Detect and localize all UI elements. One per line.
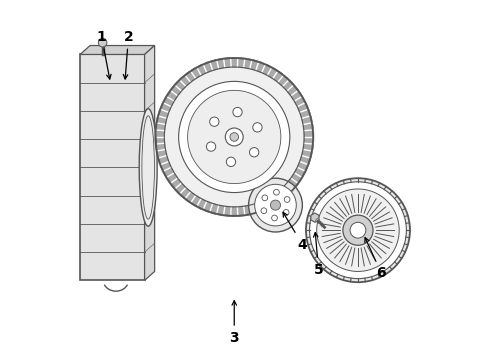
Text: 4: 4 — [283, 212, 307, 252]
Circle shape — [98, 39, 107, 47]
Polygon shape — [311, 213, 319, 222]
Circle shape — [255, 184, 296, 226]
Circle shape — [249, 148, 259, 157]
Circle shape — [210, 117, 219, 126]
Circle shape — [262, 195, 268, 201]
Circle shape — [188, 90, 281, 184]
Circle shape — [253, 123, 262, 132]
Text: 6: 6 — [365, 238, 386, 280]
Circle shape — [230, 133, 239, 141]
Circle shape — [350, 222, 366, 238]
Circle shape — [248, 178, 302, 232]
Circle shape — [233, 107, 242, 117]
Circle shape — [284, 197, 290, 202]
Polygon shape — [80, 45, 155, 54]
Text: 5: 5 — [314, 233, 323, 276]
Circle shape — [270, 200, 280, 210]
Polygon shape — [155, 58, 313, 216]
Circle shape — [343, 215, 373, 245]
Circle shape — [179, 81, 290, 193]
Text: 2: 2 — [123, 30, 133, 79]
Circle shape — [155, 58, 313, 216]
Circle shape — [310, 182, 406, 279]
Text: 3: 3 — [229, 301, 239, 345]
Circle shape — [273, 189, 279, 195]
Ellipse shape — [139, 109, 157, 226]
Circle shape — [283, 210, 289, 215]
Circle shape — [317, 189, 399, 271]
Circle shape — [306, 178, 410, 282]
Circle shape — [226, 157, 236, 167]
Polygon shape — [80, 54, 145, 280]
Circle shape — [261, 208, 267, 213]
Text: 1: 1 — [97, 30, 111, 79]
Circle shape — [206, 142, 216, 151]
Polygon shape — [145, 45, 155, 280]
Circle shape — [225, 128, 243, 146]
Circle shape — [271, 215, 277, 221]
